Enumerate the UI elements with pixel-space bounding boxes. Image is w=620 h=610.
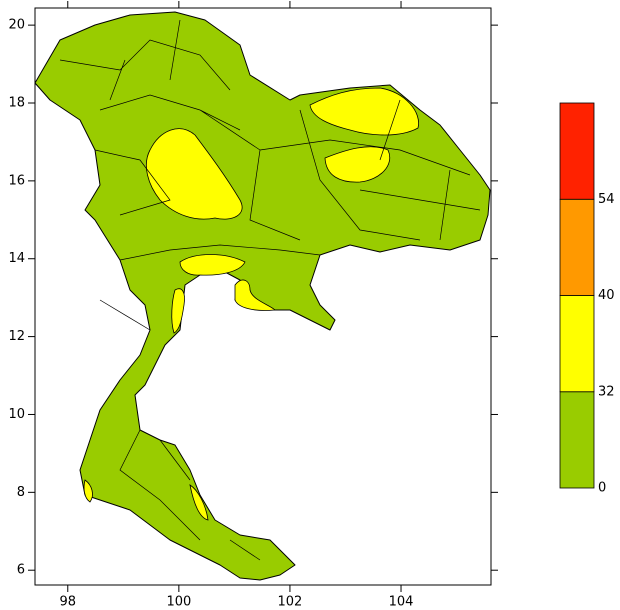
y-tick-label: 16 bbox=[8, 173, 25, 188]
y-tick-label: 10 bbox=[8, 407, 25, 422]
colorbar-label: 54 bbox=[598, 192, 615, 207]
province-borders bbox=[59, 19, 481, 561]
colorbar-box bbox=[559, 391, 595, 489]
colorbar-box bbox=[559, 102, 595, 200]
contour-area bbox=[234, 279, 276, 311]
colorbar-box bbox=[559, 295, 595, 393]
y-tick-label: 8 bbox=[17, 485, 25, 500]
contour-area bbox=[83, 479, 93, 503]
x-tick-label: 104 bbox=[389, 595, 414, 610]
colorbar-label: 32 bbox=[598, 384, 615, 399]
x-tick-label: 100 bbox=[166, 595, 191, 610]
colorbar: 0 32 40 54 bbox=[559, 102, 615, 496]
contour-area bbox=[309, 87, 419, 136]
colorbar-box bbox=[559, 198, 595, 296]
map-shapes bbox=[34, 11, 491, 581]
y-tick-label: 20 bbox=[8, 18, 25, 33]
y-tick-label: 14 bbox=[8, 251, 25, 266]
contour-area bbox=[189, 484, 209, 521]
contour-area bbox=[324, 146, 391, 183]
colorbar-label: 40 bbox=[598, 288, 615, 303]
y-tick-label: 12 bbox=[8, 329, 25, 344]
x-tick-label: 102 bbox=[278, 595, 303, 610]
contour-area bbox=[179, 254, 246, 276]
y-tick-label: 6 bbox=[17, 563, 25, 578]
landmass bbox=[34, 11, 491, 581]
contour-area bbox=[146, 128, 243, 220]
plot-frame bbox=[34, 7, 492, 586]
x-tick-label: 98 bbox=[59, 595, 76, 610]
contour-area bbox=[171, 288, 185, 334]
colorbar-label: 0 bbox=[598, 481, 606, 496]
axes: 98 100 102 104 6 8 10 12 14 16 18 20 bbox=[8, 1, 498, 610]
y-tick-label: 18 bbox=[8, 95, 25, 110]
